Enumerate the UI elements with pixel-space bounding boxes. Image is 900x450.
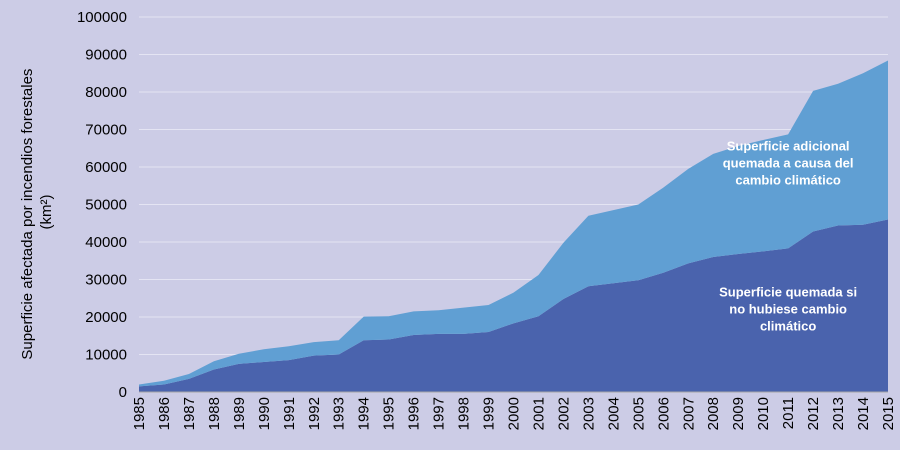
x-tick-label: 2005 xyxy=(630,397,647,430)
y-tick-label: 100000 xyxy=(77,9,127,26)
x-tick-label: 1998 xyxy=(456,397,473,430)
x-tick-label: 1992 xyxy=(306,397,323,430)
y-axis-title-line-1: Superficie afectada por incendios forest… xyxy=(19,69,36,360)
x-tick-label: 1986 xyxy=(156,397,173,430)
x-tick-label: 1987 xyxy=(181,397,198,430)
x-tick-label: 2007 xyxy=(680,397,697,430)
annotation-line: cambio climático xyxy=(735,172,841,187)
x-tick-label: 2001 xyxy=(530,397,547,430)
x-tick-label: 1996 xyxy=(406,397,423,430)
x-tick-label: 2006 xyxy=(655,397,672,430)
x-tick-label: 2009 xyxy=(730,397,747,430)
x-tick-label: 1985 xyxy=(131,397,148,430)
x-tick-label: 2002 xyxy=(555,397,572,430)
area-base xyxy=(139,219,888,392)
x-tick-label: 2003 xyxy=(580,397,597,430)
x-tick-label: 2004 xyxy=(605,397,622,430)
y-axis-title: Superficie afectada por incendios forest… xyxy=(19,64,55,359)
y-tick-label: 80000 xyxy=(85,84,127,101)
annotation-base: Superficie quemada si no hubiese cambio cl… xyxy=(719,285,857,334)
y-tick-label: 70000 xyxy=(85,122,127,139)
x-tick-label: 2008 xyxy=(705,397,722,430)
y-tick-label: 20000 xyxy=(85,309,127,326)
annotation-additional: Superficie adicional quemada a causa del c… xyxy=(723,138,854,187)
y-tick-label: 50000 xyxy=(85,197,127,214)
x-tick-label: 1989 xyxy=(231,397,248,430)
x-tick-label: 1994 xyxy=(356,397,373,430)
y-tick-label: 0 xyxy=(119,384,127,401)
y-tick-label: 30000 xyxy=(85,272,127,289)
annotation-line: Superficie quemada si xyxy=(719,285,857,300)
y-tick-label: 60000 xyxy=(85,159,127,176)
annotation-line: climático xyxy=(760,319,816,334)
x-tick-label: 1991 xyxy=(281,397,298,430)
x-axis-ticks: 1985 1986 1987 1988 1989 1990 1991 1992 1993 1994… xyxy=(131,397,897,430)
y-axis-ticks: 0 10000 20000 30000 40000 50000 60000 70000 8000… xyxy=(77,9,127,401)
x-tick-label: 1990 xyxy=(256,397,273,430)
x-tick-label: 1988 xyxy=(206,397,223,430)
annotation-line: quemada a causa del xyxy=(723,155,854,170)
y-axis-title-line-2: (km²) xyxy=(38,195,55,230)
x-tick-label: 2015 xyxy=(880,397,897,430)
area-additional xyxy=(139,60,888,387)
x-tick-label: 2011 xyxy=(780,397,797,429)
x-tick-label: 2010 xyxy=(755,397,772,430)
x-tick-label: 2000 xyxy=(506,397,523,430)
x-tick-label: 1995 xyxy=(381,397,398,430)
x-tick-label: 1997 xyxy=(431,397,448,430)
areas xyxy=(139,60,888,392)
x-tick-label: 2014 xyxy=(855,397,872,430)
y-tick-label: 40000 xyxy=(85,234,127,251)
annotation-line: Superficie adicional xyxy=(727,138,850,153)
annotation-line: no hubiese cambio xyxy=(729,302,847,317)
y-tick-label: 90000 xyxy=(85,47,127,64)
y-tick-label: 10000 xyxy=(85,347,127,364)
x-tick-label: 1993 xyxy=(331,397,348,430)
x-tick-label: 2012 xyxy=(805,397,822,430)
x-tick-label: 1999 xyxy=(481,397,498,430)
annotations: Superficie adicional quemada a causa del c… xyxy=(719,138,857,333)
x-tick-label: 2013 xyxy=(830,397,847,430)
